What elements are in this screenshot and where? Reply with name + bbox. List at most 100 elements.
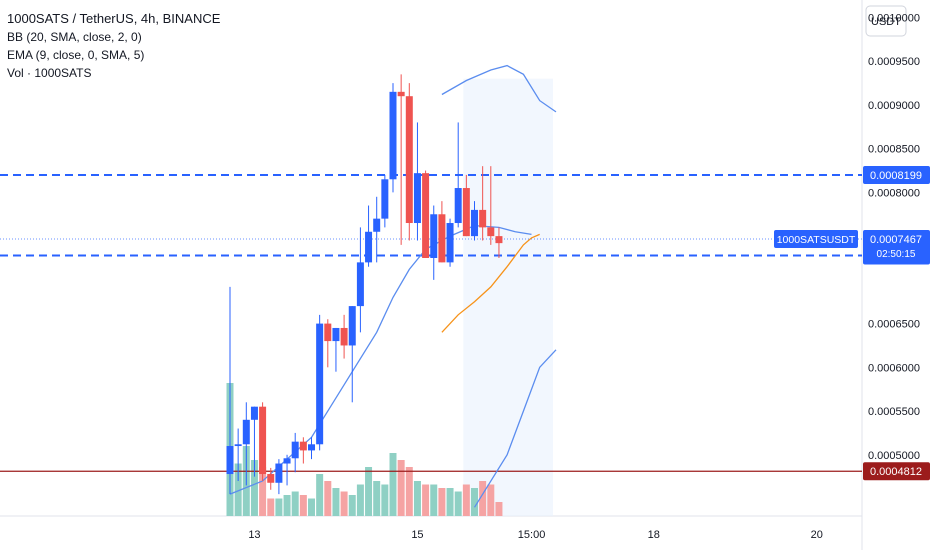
price-tick-label: 0.0006500 [868, 319, 920, 331]
volume-layer [226, 383, 503, 516]
price-tick-label: 0.0006000 [868, 362, 920, 374]
candle-layer [226, 74, 503, 495]
candle-body [430, 214, 438, 258]
indicator-ema[interactable]: EMA (9, close, 0, SMA, 5) [7, 48, 145, 62]
time-tick-label: 20 [811, 529, 823, 541]
current-price-box [863, 230, 930, 263]
countdown-text: 02:50:15 [877, 249, 916, 260]
candle-body [422, 173, 430, 258]
time-tick-label: 15:00 [518, 529, 546, 541]
volume-bar [234, 463, 242, 516]
candle-body [397, 91, 405, 97]
currency-box-frame[interactable] [865, 5, 907, 37]
price-tick-label: 0.0008000 [868, 187, 920, 199]
volume-bar [373, 481, 381, 516]
candle-body [487, 227, 495, 237]
volume-bar [487, 484, 495, 516]
bollinger-lower [473, 349, 557, 508]
candle-body [299, 441, 307, 451]
candle-body [471, 209, 478, 237]
candle-body [446, 223, 454, 263]
candle-body [242, 419, 250, 445]
volume-bar [495, 502, 503, 516]
price-label-text: 0.0004812 [870, 466, 922, 478]
volume-bar [438, 488, 446, 516]
current-price-text: 0.0007467 [870, 234, 922, 246]
volume-bar [348, 495, 356, 516]
bollinger-upper [441, 64, 557, 113]
volume-bar [259, 467, 267, 516]
price-tick-label: 0.0008500 [868, 144, 920, 156]
candle-body [381, 179, 389, 219]
price-tick-label: 0.0005000 [868, 450, 920, 462]
ema-line [441, 233, 540, 333]
volume-bar [413, 481, 421, 516]
candle-body [389, 91, 397, 180]
candle-body [405, 96, 413, 224]
indicator-bb[interactable]: BB (20, SMA, close, 2, 0) [7, 30, 142, 44]
volume-bar [356, 484, 364, 516]
volume-bar [324, 481, 332, 516]
candle-body [479, 209, 487, 228]
candle-body [291, 441, 299, 459]
time-tick-label: 15 [411, 529, 423, 541]
price-label-text: 0.0008199 [870, 170, 922, 182]
volume-bar [283, 495, 291, 516]
volume-bar [397, 460, 405, 516]
volume-bar [389, 453, 397, 516]
candle-body [356, 262, 364, 307]
volume-bar [462, 484, 470, 516]
time-tick-label: 18 [648, 529, 660, 541]
candle-body [324, 323, 332, 342]
candle-body [454, 188, 462, 224]
candle-body [275, 463, 283, 483]
candle-body [234, 444, 242, 447]
candle-body [332, 327, 340, 342]
price-labels: 0.00081990.00072780.00048120.000746702:5… [774, 166, 930, 481]
candle-body [259, 406, 267, 475]
candle-body [373, 218, 381, 232]
candle-body [316, 323, 324, 445]
volume-bar [422, 484, 430, 516]
volume-bar [299, 495, 307, 516]
price-axis-panel[interactable] [862, 0, 932, 550]
price-label-box [863, 462, 930, 481]
candle-body [438, 214, 446, 263]
candle-body [250, 406, 258, 420]
volume-bar [471, 488, 478, 516]
chart-legend: 1000SATS / TetherUS, 4h, BINANCE BB (20,… [7, 10, 220, 82]
volume-bar [308, 498, 315, 516]
candle-body [283, 458, 291, 464]
time-tick-label: 13 [248, 529, 260, 541]
currency-box[interactable]: USDT [865, 5, 907, 37]
volume-bar [250, 460, 258, 516]
candle-body [365, 231, 373, 263]
volume-bar [454, 491, 462, 516]
symbol-label-text: 1000SATSUSDT [777, 234, 856, 246]
volume-bar [332, 488, 340, 516]
volume-bar [430, 484, 438, 516]
volume-bar [479, 481, 487, 516]
symbol-title[interactable]: 1000SATS / TetherUS, 4h, BINANCE [7, 11, 221, 26]
candle-body [462, 188, 470, 237]
symbol-label-box [774, 230, 858, 249]
projection-layer [463, 78, 553, 517]
projection-box [463, 78, 553, 517]
price-tick-label: 0.0009000 [868, 100, 920, 112]
price-tick-label: 0.0005500 [868, 406, 920, 418]
volume-bar [365, 467, 373, 516]
candle-body [340, 327, 348, 346]
candle-body [267, 474, 275, 483]
volume-bar [340, 491, 348, 516]
volume-bar [381, 484, 389, 516]
candle-body [308, 444, 315, 451]
currency-label: USDT [871, 16, 901, 28]
volume-bar [275, 498, 283, 516]
volume-bar [291, 491, 299, 516]
candle-body [226, 446, 234, 475]
indicator-volume[interactable]: Vol · 1000SATS [7, 66, 92, 80]
price-tick-label: 0.0010000 [868, 12, 920, 24]
candle-body [348, 306, 356, 346]
